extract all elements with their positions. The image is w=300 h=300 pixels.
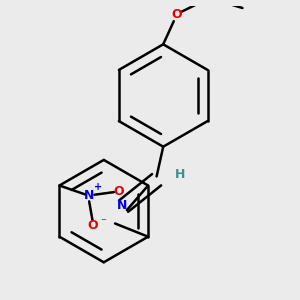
Text: O: O (114, 185, 124, 198)
Text: O: O (171, 8, 182, 21)
Text: N: N (117, 199, 127, 212)
Text: +: + (94, 182, 103, 192)
Text: O: O (87, 219, 98, 232)
Text: ⁻: ⁻ (100, 217, 106, 227)
Text: N: N (84, 189, 94, 202)
Text: H: H (175, 168, 185, 181)
